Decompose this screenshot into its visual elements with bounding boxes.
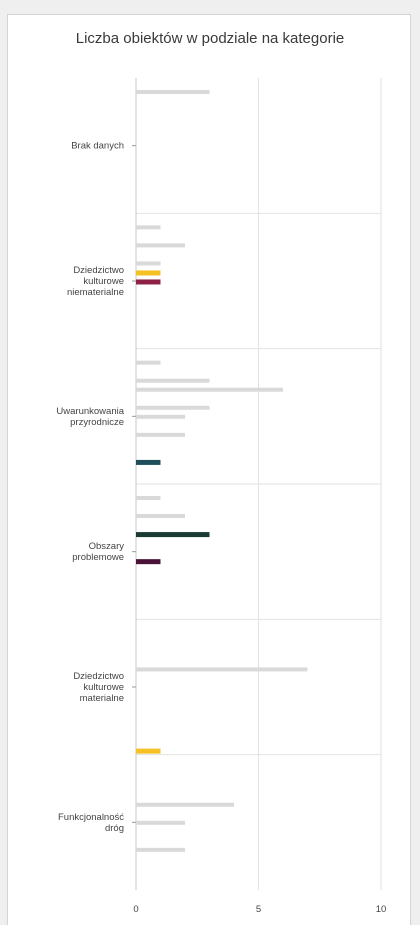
category-label: materialne	[80, 693, 124, 704]
x-tick-label: 5	[256, 904, 261, 915]
bar	[136, 360, 161, 365]
bar	[136, 225, 161, 230]
bar	[136, 459, 161, 465]
bar	[136, 405, 210, 410]
category-label: Uwarunkowania	[56, 406, 124, 417]
category-label: dróg	[105, 823, 124, 834]
category-label: Obszary	[89, 541, 125, 552]
bar	[136, 532, 210, 538]
category-label: kulturowe	[83, 682, 124, 693]
category-label: przyrodnicze	[70, 417, 124, 428]
bar	[136, 496, 161, 500]
bar	[136, 387, 283, 392]
bar	[136, 802, 234, 807]
bar	[136, 559, 161, 565]
bar	[136, 270, 161, 276]
bar	[136, 667, 308, 672]
bar	[136, 414, 185, 419]
bar	[136, 820, 185, 825]
bar	[136, 748, 161, 754]
chart-card	[7, 14, 411, 925]
chart-title: Liczba obiektów w podziale na kategorie	[75, 30, 345, 47]
bar	[136, 90, 210, 94]
category-label: Brak danych	[71, 141, 124, 152]
category-label: Funkcjonalność	[58, 812, 124, 823]
x-tick-label: 10	[376, 904, 387, 915]
bar	[136, 243, 185, 248]
bar	[136, 432, 185, 437]
category-label: Dziedzictwo	[73, 671, 124, 682]
category-label: niematerialne	[67, 287, 124, 298]
bar	[136, 279, 161, 285]
category-label: Dziedzictwo	[73, 265, 124, 276]
bar	[136, 261, 161, 266]
bar	[136, 378, 210, 383]
x-tick-label: 0	[133, 904, 138, 915]
category-label: kulturowe	[83, 276, 124, 287]
bar	[136, 847, 185, 852]
category-label: problemowe	[72, 552, 124, 563]
bar	[136, 514, 185, 519]
